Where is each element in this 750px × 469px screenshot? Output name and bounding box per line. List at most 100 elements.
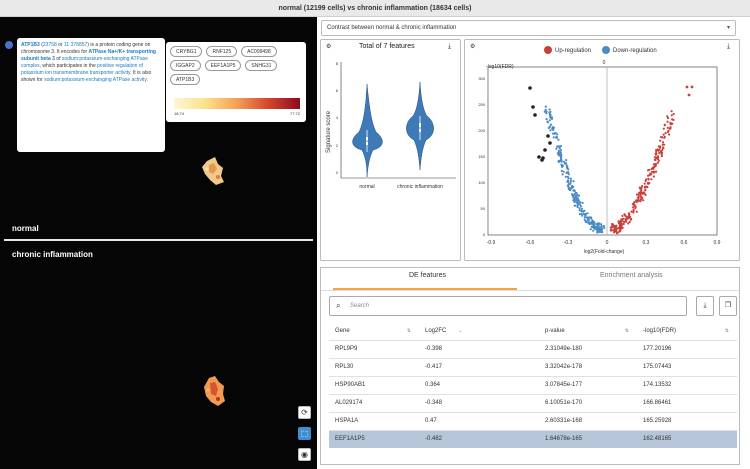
volcano-point	[546, 121, 550, 124]
volcano-point	[548, 108, 551, 111]
column-header-log2fc[interactable]: Log2FC ⌄	[425, 327, 463, 334]
table-row[interactable]: AL029174 -0.348 6.10051e-170 166.86461	[329, 393, 737, 412]
volcano-point	[586, 216, 590, 219]
legend-down-label: Down-regulation	[613, 48, 657, 54]
volcano-point	[654, 162, 658, 166]
y-tick-label: 0	[483, 232, 486, 237]
volcano-point	[637, 193, 640, 196]
tab-enrichment-analysis[interactable]: Enrichment analysis	[600, 272, 663, 279]
table-row[interactable]: RPL9P9 -0.398 2.31049e-180 177.20196	[329, 339, 737, 358]
volcano-point	[631, 206, 635, 209]
gene-selection-box: CRYBG1 RNF125 AC099498 IGGAP2 EEF1A1P5 SNHG31…	[166, 42, 306, 122]
volcano-point	[560, 163, 563, 166]
volcano-point	[652, 171, 655, 174]
info-text: , which participates in the	[39, 63, 96, 69]
volcano-point	[567, 173, 570, 176]
gene-name-link[interactable]: ATP1B3	[21, 42, 40, 48]
volcano-point	[633, 201, 636, 204]
gene-chip[interactable]: CRYBG1	[170, 46, 203, 57]
volcano-point	[661, 141, 665, 144]
violin-normal	[352, 83, 383, 178]
volcano-point	[630, 210, 633, 213]
volcano-point	[557, 138, 560, 141]
copy-icon[interactable]: ❐	[719, 296, 737, 316]
activity-link[interactable]: sodium:potassium-exchanging ATPase activ…	[44, 77, 147, 83]
volcano-point	[621, 226, 624, 229]
gene-chip[interactable]: ATP1B3	[170, 74, 201, 85]
volcano-point	[556, 133, 559, 136]
volcano-point	[560, 169, 563, 172]
volcano-point	[573, 196, 577, 199]
table-row-selected[interactable]: EEF1A1P5 -0.482 1.64678e-165 162.48165	[329, 429, 737, 448]
zero-line-label: 0	[603, 60, 606, 66]
table-header-row: Gene ⇅ Log2FC ⌄ p-value ⇅ -log10(FDR) ⇅	[329, 322, 737, 340]
volcano-point	[655, 150, 658, 153]
protein-link[interactable]: ATPase Na+/K+ transporting subunit beta …	[21, 49, 156, 62]
volcano-point	[630, 218, 633, 221]
volcano-point	[619, 226, 622, 229]
volcano-point	[656, 161, 659, 164]
gear-icon[interactable]: ⚙	[470, 44, 476, 50]
volcano-point	[569, 179, 572, 182]
gene-chip[interactable]: RNF125	[206, 46, 238, 57]
camera-icon[interactable]: ◉	[298, 448, 311, 461]
embedding-panel[interactable]: ATP1B3 (23758 or 11 378857) is a protein…	[0, 17, 317, 469]
gene-chip[interactable]: AC099498	[241, 46, 277, 57]
table-row[interactable]: HSPA1A 0.47 2.60331e-168 165.25928	[329, 411, 737, 430]
search-input[interactable]: ⌕ Search	[329, 296, 687, 316]
table-row[interactable]: RPL30 -0.417 3.32042e-178 175.07443	[329, 357, 737, 376]
y-tick-label: 2	[336, 143, 339, 148]
volcano-point	[573, 204, 576, 207]
table-row[interactable]: HSP90AB1 0.364 3.07845e-177 174.13532	[329, 375, 737, 394]
volcano-point	[600, 230, 603, 233]
cell-fdr: 175.07443	[637, 357, 737, 376]
x-tick-label: 0.9	[714, 240, 721, 246]
volcano-point	[666, 130, 670, 133]
volcano-point	[543, 148, 547, 152]
contrast-select[interactable]: Contrast between normal & chronic inflam…	[321, 20, 736, 36]
cell-pvalue: 3.07845e-177	[539, 375, 637, 394]
volcano-point	[621, 214, 624, 217]
info-text: . It is also shown for	[21, 70, 152, 83]
volcano-point	[560, 155, 563, 158]
gene-chip[interactable]: SNHG31	[245, 60, 278, 71]
download-icon[interactable]: ⤓	[727, 43, 731, 50]
gene-chip[interactable]: IGGAP2	[170, 60, 201, 71]
volcano-point	[560, 157, 563, 160]
column-header-gene[interactable]: Gene ⇅	[335, 327, 411, 334]
column-header-pvalue[interactable]: p-value ⇅	[545, 327, 629, 334]
tab-de-features[interactable]: DE features	[409, 272, 446, 279]
volcano-point	[567, 176, 570, 180]
complex-link[interactable]: sodium:potassium-exchanging ATPase compl…	[21, 56, 148, 69]
volcano-point	[640, 186, 643, 189]
volcano-point	[641, 185, 644, 188]
x-tick-label: 0.6	[681, 240, 688, 246]
volcano-point	[547, 126, 550, 130]
volcano-point	[567, 168, 570, 171]
cell-log2fc: 0.364	[419, 375, 539, 394]
info-icon[interactable]	[5, 41, 13, 49]
volcano-point	[669, 126, 672, 129]
download-icon[interactable]: ⤓	[696, 296, 714, 316]
gene-id-link[interactable]: 23758	[42, 42, 57, 48]
volcano-point	[544, 108, 547, 111]
y-tick-label: 6	[336, 88, 339, 93]
column-header-fdr[interactable]: -log10(FDR) ⇅	[643, 327, 729, 334]
download-icon[interactable]: ⤓	[448, 43, 452, 50]
volcano-point	[659, 139, 662, 142]
gear-icon[interactable]: ⚙	[326, 44, 332, 50]
volcano-point	[545, 112, 548, 115]
volcano-point	[592, 229, 595, 232]
violin-title: Total of 7 features	[359, 43, 415, 50]
process-link[interactable]: positive regulation of potassium ion tra…	[21, 63, 144, 76]
volcano-point	[625, 220, 628, 223]
cell-pvalue: 1.64678e-165	[539, 429, 637, 448]
gene-id-link-2[interactable]: 11 378857	[64, 42, 88, 48]
volcano-point	[548, 119, 551, 122]
chronic-cell-cluster	[204, 376, 225, 406]
reset-view-button[interactable]: ⟳	[298, 406, 311, 419]
lasso-select-button[interactable]: ⬚	[298, 427, 311, 440]
violin-chart: Signature score 0 2 4 6 8 normal chronic…	[326, 61, 456, 190]
volcano-point	[635, 200, 638, 203]
gene-chip[interactable]: EEF1A1P5	[204, 60, 242, 71]
